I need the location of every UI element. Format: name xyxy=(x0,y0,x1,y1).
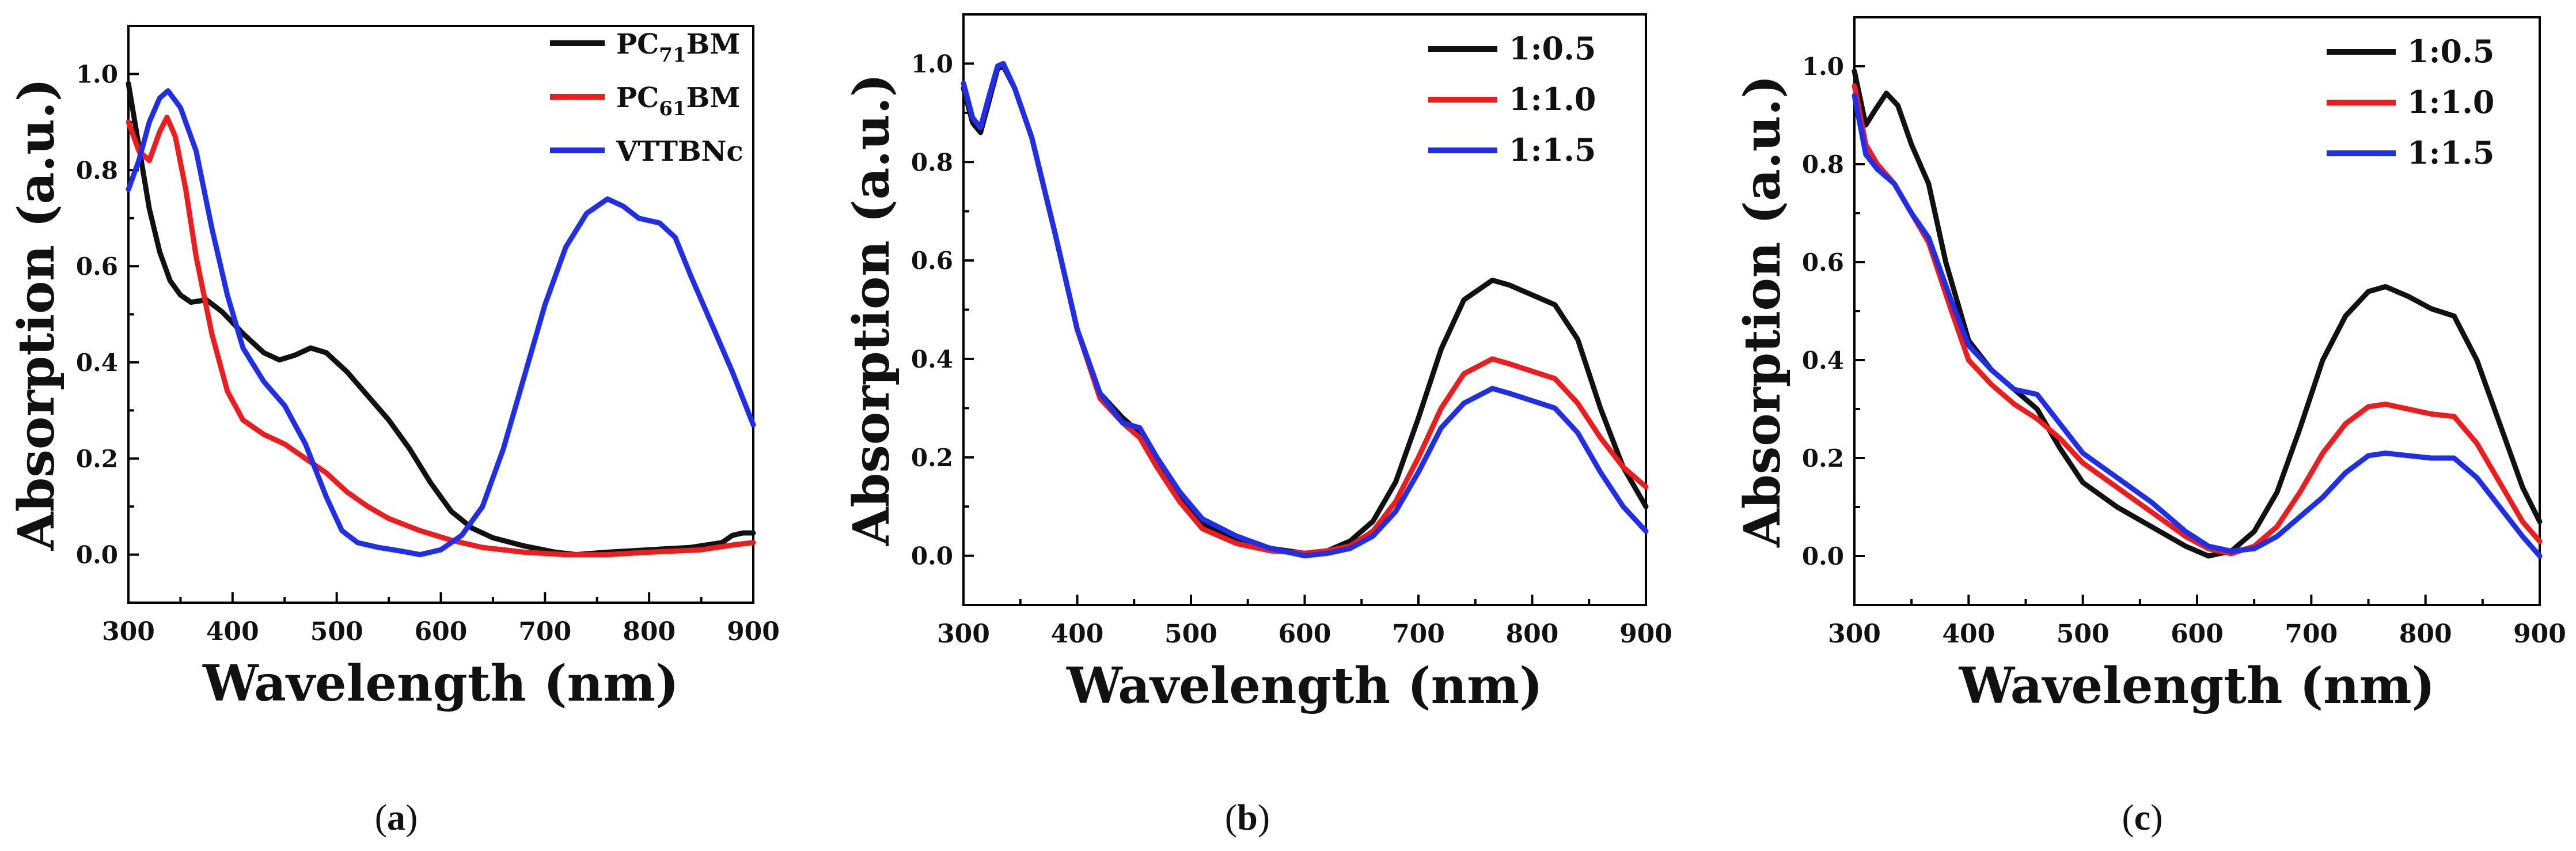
series-line-1-1-5 xyxy=(961,60,1649,559)
y-tick-label: 0.8 xyxy=(911,148,953,176)
legend-label: 1:1.0 xyxy=(1509,81,1596,118)
x-tick-label: 800 xyxy=(2399,619,2452,649)
chart-panel-c: 300 400 500 600 700 800 900 0.0 0.2 0.4 0.6 0.8 1.0 W… xyxy=(1733,16,2566,838)
y-axis-title: Absorption (a.u.) xyxy=(843,74,901,547)
y-tick-label: 0.4 xyxy=(1802,346,1844,375)
x-tick-label: 800 xyxy=(623,617,676,646)
y-tick-label: 0.2 xyxy=(911,444,953,472)
panel-label: (b) xyxy=(1225,797,1270,838)
legend-label: 1:0.5 xyxy=(2407,33,2494,70)
legend-label: 1:1.5 xyxy=(2407,134,2494,171)
x-tick-label: 900 xyxy=(727,617,780,646)
y-tick-label: 0.2 xyxy=(1802,444,1844,472)
x-tick-label: 700 xyxy=(1392,619,1445,649)
legend: 1:0.5 1:1.0 1:1.5 xyxy=(2327,33,2494,171)
legend-label: PC61BM xyxy=(616,82,740,120)
legend: 1:0.5 1:1.0 1:1.5 xyxy=(1428,30,1596,168)
y-tick-label: 0.0 xyxy=(76,541,118,569)
y-tick-label: 0.6 xyxy=(911,247,953,275)
legend-label: VTTBNc xyxy=(616,135,743,168)
y-tick-label: 1.0 xyxy=(911,50,953,78)
legend-label: 1:1.0 xyxy=(2407,84,2494,120)
x-tick-label: 400 xyxy=(206,617,259,646)
x-tick-label: 500 xyxy=(310,617,363,646)
x-tick-label: 400 xyxy=(1051,619,1104,649)
legend-label: 1:0.5 xyxy=(1509,30,1596,67)
y-tick-label: 0.8 xyxy=(76,156,118,184)
y-tick-label: 0.0 xyxy=(911,542,953,570)
x-tick-label: 800 xyxy=(1506,619,1559,649)
x-tick-label: 500 xyxy=(1164,619,1217,649)
y-tick-label: 0.4 xyxy=(911,345,953,373)
chart-panel-b: 300 400 500 600 700 800 900 0.0 0.2 0.4 0.6 0.8 1.0 W… xyxy=(843,13,1672,838)
panel-label: (a) xyxy=(375,797,418,838)
series-line-VTTBNc xyxy=(126,88,756,558)
legend-label: PC71BM xyxy=(616,28,740,67)
y-tick-label: 0.8 xyxy=(1802,150,1844,179)
y-axis-title: Absorption (a.u.) xyxy=(7,78,66,551)
x-tick-label: 900 xyxy=(1619,619,1672,649)
y-tick-label: 1.0 xyxy=(76,60,118,88)
x-tick-label: 300 xyxy=(1828,619,1881,649)
series-line-1-0-5 xyxy=(1852,69,2543,559)
x-tick-label: 300 xyxy=(937,619,990,649)
x-tick-label: 500 xyxy=(2057,619,2110,649)
y-tick-label: 1.0 xyxy=(1802,52,1844,81)
x-axis-title: Wavelength (nm) xyxy=(202,655,679,713)
x-tick-label: 600 xyxy=(2171,619,2224,649)
y-tick-label: 0.6 xyxy=(76,252,118,281)
series-line-PC61BM xyxy=(126,115,756,558)
x-tick-label: 300 xyxy=(102,617,155,646)
panel-label: (c) xyxy=(2122,797,2163,838)
x-tick-label: 700 xyxy=(2285,619,2338,649)
x-tick-label: 700 xyxy=(518,617,571,646)
x-axis-title: Wavelength (nm) xyxy=(1959,657,2435,715)
y-tick-label: 0.4 xyxy=(76,349,118,377)
x-tick-label: 600 xyxy=(415,617,468,646)
y-tick-label: 0.2 xyxy=(76,445,118,473)
legend: PC71BM PC61BM VTTBNc xyxy=(550,28,743,168)
chart-panel-a: 300 400 500 600 700 800 900 0.0 0.2 0.4 0.6 0.8 1.0 W… xyxy=(7,25,780,838)
y-tick-label: 0.0 xyxy=(1802,542,1844,570)
y-tick-label: 0.6 xyxy=(1802,248,1844,277)
legend-label: 1:1.5 xyxy=(1509,131,1596,168)
x-tick-label: 400 xyxy=(1942,619,1995,649)
x-tick-label: 900 xyxy=(2513,619,2566,649)
x-tick-label: 600 xyxy=(1278,619,1331,649)
x-axis-title: Wavelength (nm) xyxy=(1066,657,1543,715)
series-line-1-1-5 xyxy=(1852,93,2543,559)
y-axis-title: Absorption (a.u.) xyxy=(1733,75,1792,548)
